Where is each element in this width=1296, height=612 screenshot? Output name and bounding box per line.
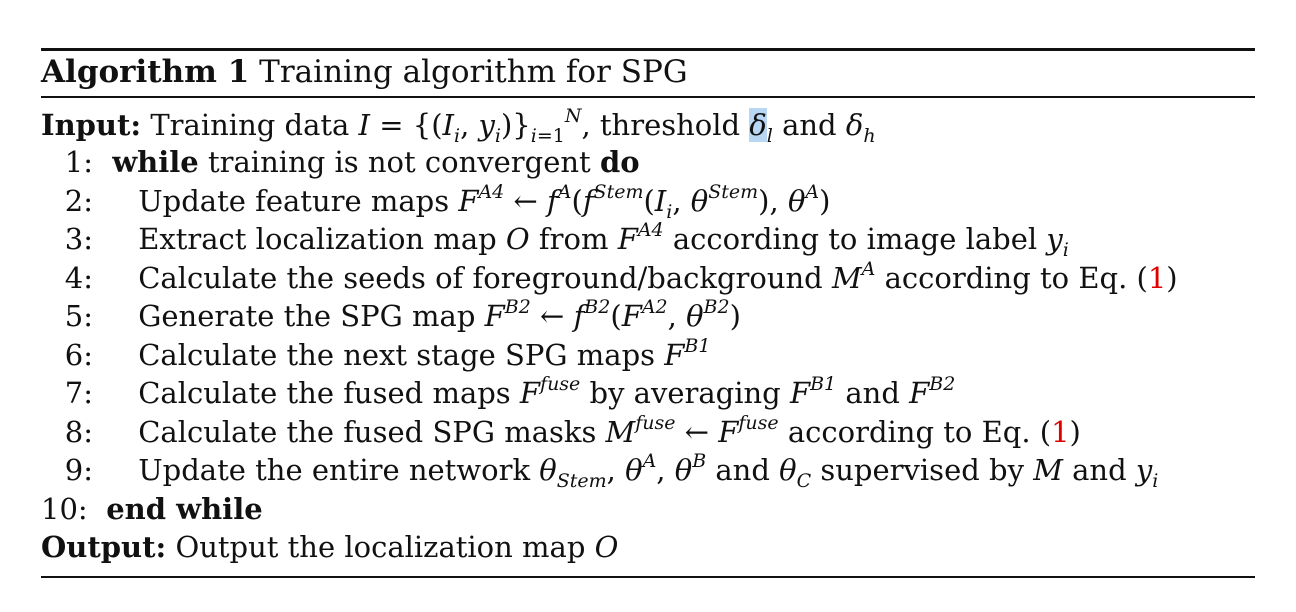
keyword-do: do bbox=[599, 145, 640, 179]
step-8: 8: Calculate the fused SPG masks Mfuse ←… bbox=[41, 413, 1081, 451]
step-number: 2: bbox=[64, 184, 93, 218]
step-text: and bbox=[1072, 453, 1127, 487]
step-6: 6: Calculate the next stage SPG maps FB1 bbox=[41, 336, 711, 374]
step-text: training is not convergent bbox=[207, 145, 591, 179]
step-text: Calculate the seeds of foreground/backgr… bbox=[138, 261, 823, 295]
step-text: according to Eq. ( bbox=[787, 415, 1052, 449]
step-text: from bbox=[538, 222, 609, 256]
step-5: 5: Generate the SPG map FB2 ← fB2(FA2, θ… bbox=[41, 297, 741, 335]
step-number: 10: bbox=[41, 492, 88, 526]
step-number: 4: bbox=[64, 261, 93, 295]
step-text: according to Eq. ( bbox=[884, 261, 1148, 295]
step-text: according to image label bbox=[672, 222, 1038, 256]
step-number: 9: bbox=[64, 453, 93, 487]
input-line: Input: Training data I = {(Ii, yi)}i=1N,… bbox=[41, 105, 876, 147]
step-9: 9: Update the entire network θStem, θA, … bbox=[41, 451, 1159, 491]
close-paren: ) bbox=[1166, 261, 1178, 295]
step-2: 2: Update feature maps FA4 ← fA(fStem(Ii… bbox=[41, 181, 831, 223]
step-text: and bbox=[715, 453, 770, 487]
step-text: and bbox=[845, 376, 900, 410]
step-number: 5: bbox=[64, 299, 93, 333]
step-text: Calculate the fused SPG masks bbox=[138, 415, 597, 449]
input-label: Input: bbox=[41, 108, 142, 142]
formula-delta-l: δ bbox=[749, 108, 767, 142]
formula-step-2: FA4 ← fA(fStem(Ii, θStem), θA) bbox=[458, 181, 831, 223]
equation-ref-link[interactable]: 1 bbox=[1147, 261, 1167, 295]
algorithm-number: Algorithm 1 bbox=[41, 54, 250, 90]
step-4: 4: Calculate the seeds of foreground/bac… bbox=[41, 259, 1178, 297]
output-line: Output: Output the localization map O bbox=[41, 530, 619, 564]
input-and-text: and bbox=[782, 108, 837, 142]
close-paren: ) bbox=[1069, 415, 1081, 449]
step-3: 3: Extract localization map O from FA4 a… bbox=[41, 220, 1069, 260]
step-text: Extract localization map bbox=[138, 222, 497, 256]
step-text: Generate the SPG map bbox=[138, 299, 476, 333]
step-text: Calculate the next stage SPG maps bbox=[138, 338, 656, 372]
output-text: Output the localization map bbox=[175, 530, 586, 564]
step-number: 3: bbox=[64, 222, 93, 256]
algorithm-title: Training algorithm for SPG bbox=[259, 54, 688, 90]
keyword-while: while bbox=[112, 145, 199, 179]
step-text: supervised by bbox=[820, 453, 1024, 487]
step-number: 8: bbox=[64, 415, 93, 449]
keyword-end-while: end while bbox=[106, 492, 263, 526]
step-1: 1: while training is not convergent do bbox=[41, 143, 640, 181]
step-text: Calculate the fused maps bbox=[138, 376, 511, 410]
input-threshold-text: , threshold bbox=[581, 108, 741, 142]
step-10: 10: end while bbox=[41, 490, 263, 528]
step-number: 7: bbox=[64, 376, 93, 410]
step-number: 1: bbox=[64, 145, 93, 179]
caption-rule bbox=[41, 96, 1255, 98]
top-rule bbox=[41, 48, 1255, 51]
output-label: Output: bbox=[41, 530, 167, 564]
step-number: 6: bbox=[64, 338, 93, 372]
formula-delta-h: δ bbox=[845, 108, 864, 142]
step-7: 7: Calculate the fused maps Ffuse by ave… bbox=[41, 374, 956, 412]
step-text: Update the entire network bbox=[138, 453, 531, 487]
step-text: Update feature maps bbox=[138, 184, 450, 218]
bottom-rule bbox=[41, 576, 1255, 578]
step-text: by averaging bbox=[589, 376, 781, 410]
formula-training-set: I bbox=[358, 108, 371, 142]
formula-step-5: FB2 ← fB2(FA2, θB2) bbox=[484, 296, 741, 334]
algorithm-caption: Algorithm 1 Training algorithm for SPG bbox=[41, 54, 688, 90]
equation-ref-link[interactable]: 1 bbox=[1051, 415, 1070, 449]
input-text: Training data bbox=[150, 108, 350, 142]
